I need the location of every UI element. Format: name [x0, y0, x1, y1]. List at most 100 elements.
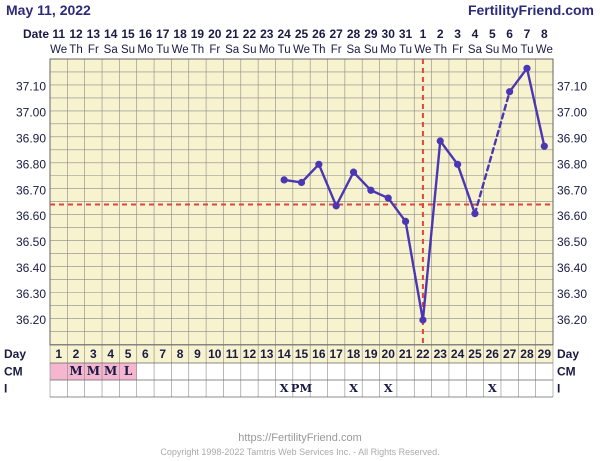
- footer-url[interactable]: https://FertilityFriend.com: [238, 432, 361, 444]
- y-tick-label: 36.50: [16, 235, 46, 249]
- plot-background: [50, 59, 553, 345]
- series-segment: [525, 67, 546, 148]
- menses-cell: [50, 363, 68, 380]
- temp-point[interactable]: [280, 176, 288, 184]
- weekday-label: Su: [364, 44, 378, 56]
- day-number: 3: [90, 347, 97, 361]
- cm-value: M: [87, 364, 100, 378]
- y-tick-label: 36.60: [16, 209, 46, 223]
- menses-cell: [84, 363, 103, 380]
- date-header: 11We12Th13Fr14Sa15Su16Mo17Tu18We19Th20Fr…: [50, 27, 553, 56]
- weekday-label: Mo: [137, 44, 153, 56]
- y-tick-label: 36.60: [557, 209, 587, 223]
- day-number: 14: [277, 347, 291, 361]
- intercourse-mark: PM: [291, 381, 313, 395]
- temp-point[interactable]: [367, 186, 375, 194]
- weekday-label: Fr: [331, 44, 342, 56]
- date-label: 27: [330, 27, 344, 41]
- temp-point[interactable]: [349, 168, 358, 176]
- temp-point[interactable]: [506, 88, 514, 96]
- weekday-label: Th: [434, 44, 447, 56]
- date-label: 16: [139, 27, 153, 41]
- series-segment: [334, 170, 355, 208]
- y-tick-label: 36.30: [557, 287, 587, 301]
- y-tick-label: 37.00: [557, 105, 587, 119]
- series-segment: [352, 170, 373, 192]
- row-label-left: Day: [4, 347, 26, 361]
- day-row-background: [50, 345, 553, 363]
- date-label: 13: [87, 27, 101, 41]
- temp-point[interactable]: [436, 137, 444, 145]
- grid-lines: [49, 58, 554, 346]
- date-label: 29: [364, 27, 378, 41]
- date-label: 24: [277, 27, 291, 41]
- chart-date-title: May 11, 2022: [6, 2, 91, 18]
- temp-point[interactable]: [332, 202, 340, 210]
- date-label: 22: [243, 27, 257, 41]
- day-number: 15: [295, 347, 309, 361]
- y-tick-label: 36.20: [16, 313, 46, 327]
- temp-point[interactable]: [471, 210, 479, 218]
- day-number: 6: [142, 347, 149, 361]
- weekday-label: Tu: [399, 44, 412, 56]
- day-number: 9: [194, 347, 201, 361]
- row-label-left: CM: [4, 365, 23, 379]
- weekday-label: Mo: [259, 44, 275, 56]
- temp-point[interactable]: [540, 142, 548, 150]
- day-number: 24: [451, 347, 465, 361]
- series-segment: [317, 163, 338, 208]
- temperature-series: [280, 64, 548, 324]
- row-label-right: I: [557, 382, 560, 396]
- y-tick-label: 36.90: [557, 131, 587, 145]
- series-segment: [387, 196, 407, 223]
- intercourse-mark: X: [488, 381, 497, 395]
- plot-area: [50, 59, 553, 345]
- day-number: 17: [330, 347, 344, 361]
- weekday-label: Fr: [88, 44, 99, 56]
- day-number: 21: [399, 347, 413, 361]
- day-number: 7: [159, 347, 166, 361]
- day-number: 18: [347, 347, 361, 361]
- intercourse-mark: X: [384, 381, 393, 395]
- date-label: 6: [506, 27, 513, 41]
- menses-cell: [102, 363, 120, 380]
- series-segment: [456, 163, 477, 215]
- temp-point[interactable]: [297, 178, 306, 187]
- weekday-label: Su: [485, 44, 499, 56]
- date-label: 30: [382, 27, 396, 41]
- date-label: 20: [208, 27, 222, 41]
- weekday-label: Th: [69, 44, 82, 56]
- weekday-label: Fr: [209, 44, 220, 56]
- temp-point[interactable]: [315, 160, 323, 168]
- day-number: 4: [107, 347, 114, 361]
- series-segment: [300, 163, 321, 184]
- weekday-label: Fr: [452, 44, 463, 56]
- date-label: 2: [437, 27, 444, 41]
- temp-point[interactable]: [454, 160, 462, 168]
- date-row-label: Date: [23, 27, 49, 41]
- day-number: 27: [503, 347, 517, 361]
- temp-point[interactable]: [384, 194, 392, 202]
- weekday-label: We: [293, 44, 310, 56]
- date-label: 4: [472, 27, 479, 41]
- weekday-label: Sa: [225, 44, 240, 56]
- weekday-label: Th: [312, 44, 325, 56]
- date-label: 7: [524, 27, 531, 41]
- series-segment: [404, 220, 425, 322]
- day-number: 28: [520, 347, 534, 361]
- menses-cell: [119, 363, 137, 380]
- weekday-label: Tu: [278, 44, 291, 56]
- temp-point[interactable]: [523, 64, 531, 72]
- y-tick-label: 37.10: [557, 80, 587, 94]
- weekday-label: We: [172, 44, 189, 56]
- day-number: 19: [364, 347, 378, 361]
- y-tick-label: 36.80: [16, 157, 46, 171]
- series-segment: [508, 67, 529, 93]
- date-label: 14: [104, 27, 118, 41]
- temp-point[interactable]: [401, 217, 410, 226]
- row-label-right: Day: [557, 347, 579, 361]
- date-label: 26: [312, 27, 326, 41]
- temp-point[interactable]: [419, 316, 427, 324]
- weekday-label: We: [414, 44, 431, 56]
